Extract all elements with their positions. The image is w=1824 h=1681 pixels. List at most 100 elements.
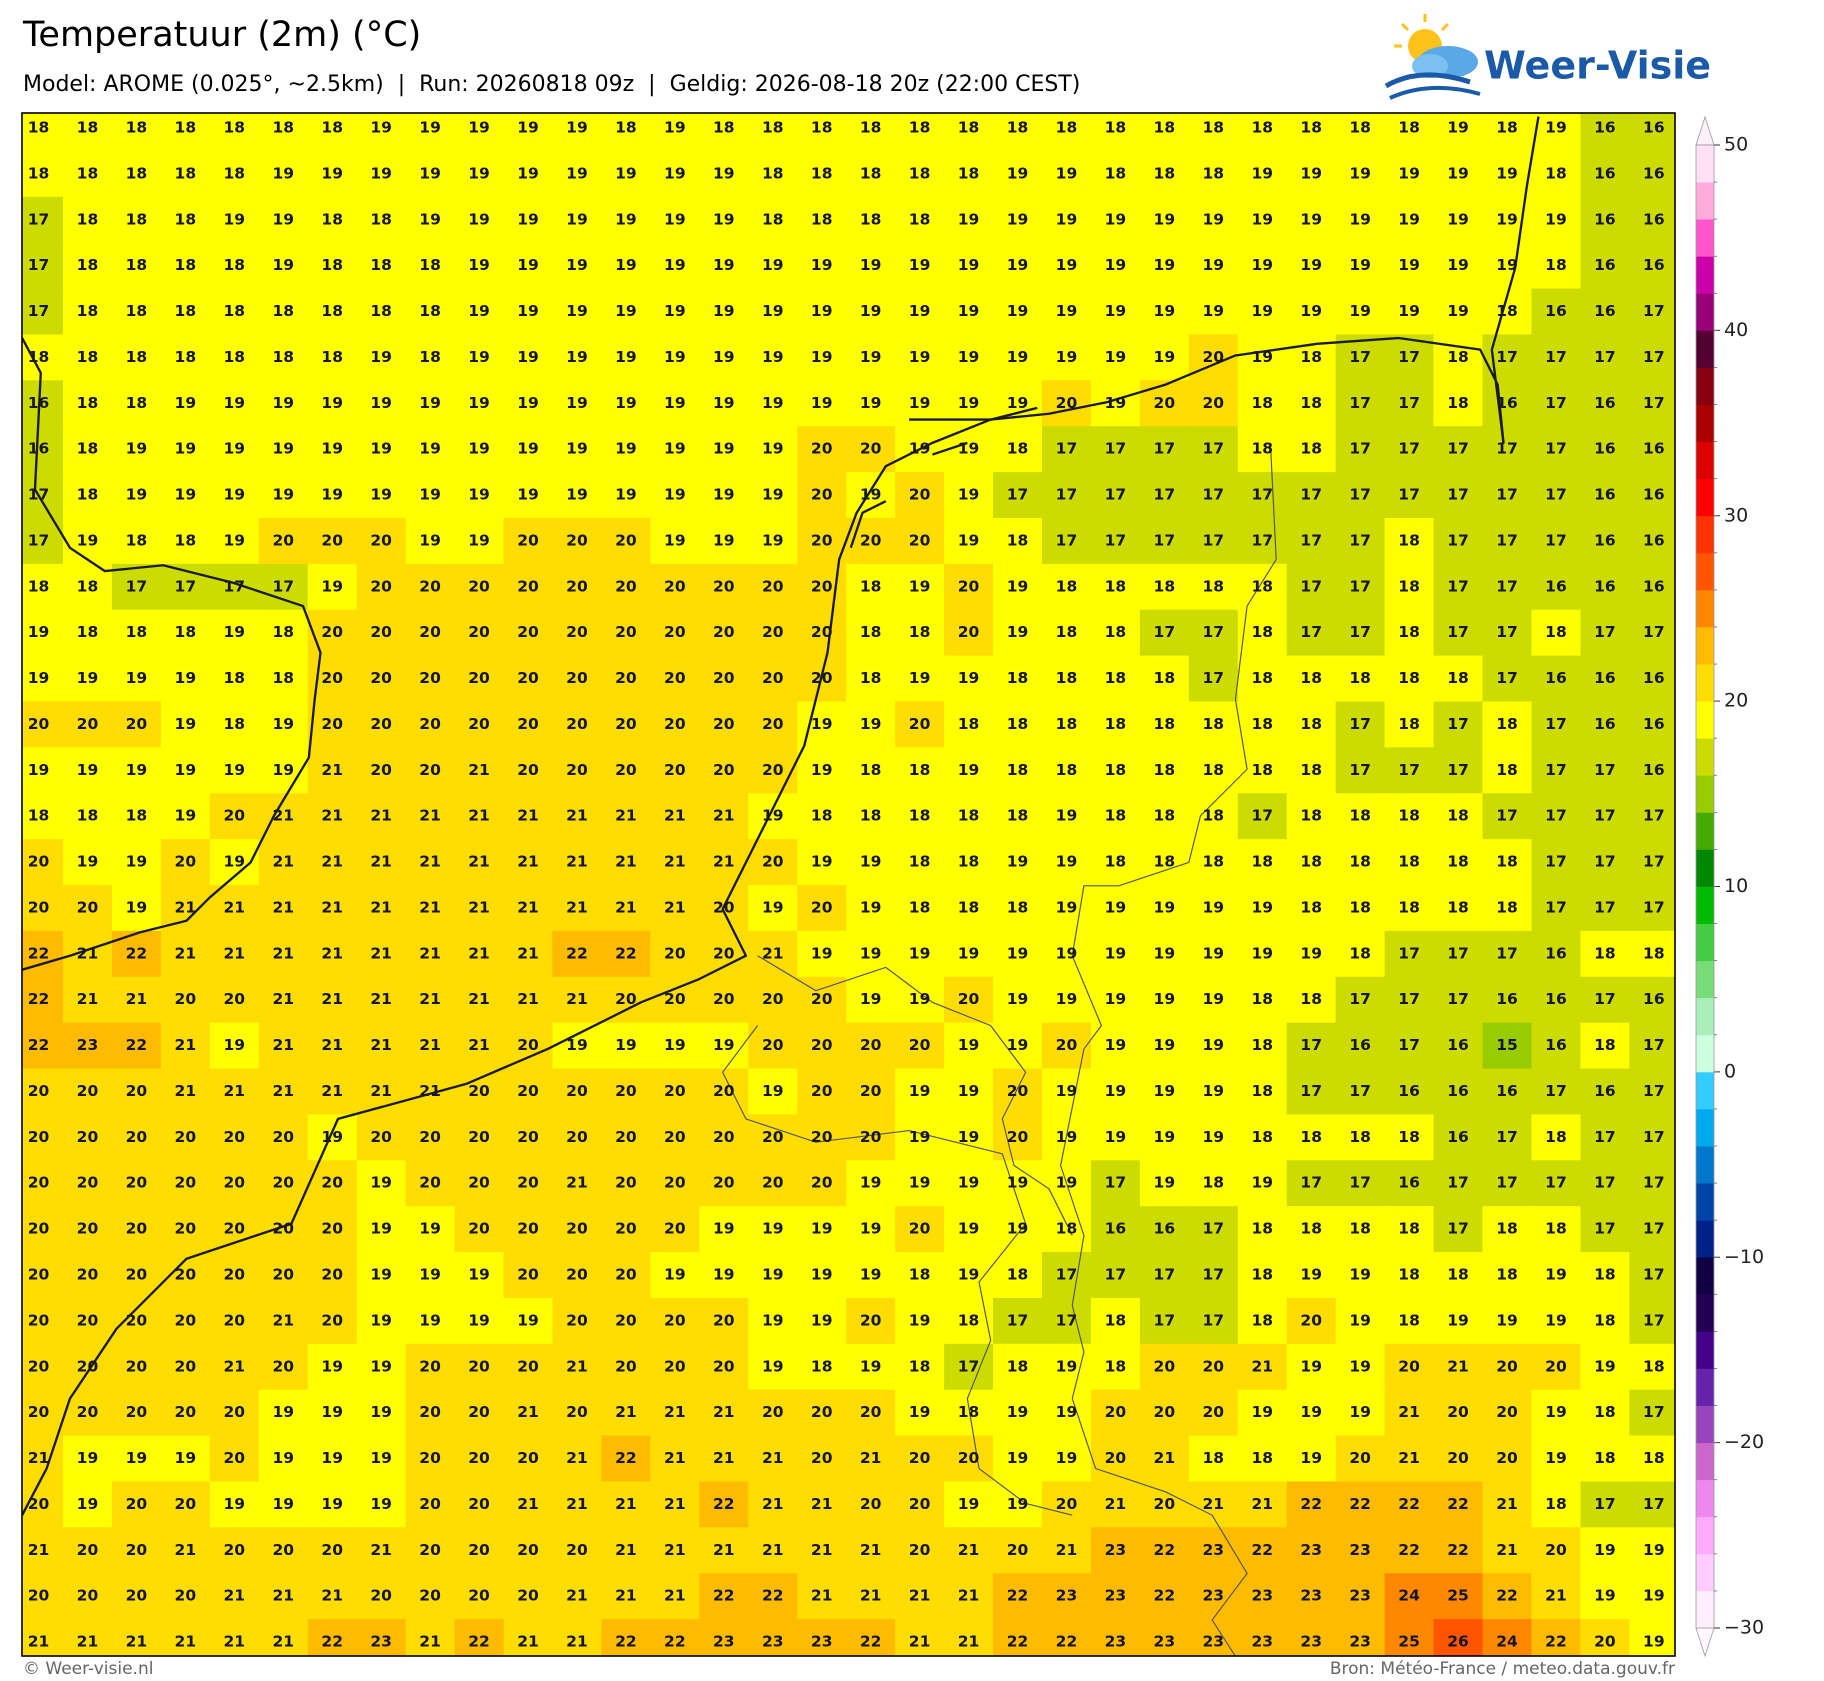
temperature-label: 21: [958, 1541, 980, 1559]
temperature-cell: [209, 1389, 260, 1437]
temperature-label: 19: [1056, 1357, 1078, 1375]
temperature-cell: [111, 976, 162, 1024]
temperature-cell: [1531, 701, 1582, 748]
temperature-cell: [1188, 976, 1239, 1024]
temperature-cell: [356, 609, 407, 657]
temperature-cell: [503, 288, 554, 336]
temperature-cell: [1531, 1619, 1582, 1656]
temperature-label: 17: [1349, 623, 1371, 641]
temperature-label: 20: [28, 1220, 50, 1238]
temperature-cell: [1286, 609, 1337, 657]
temperature-cell: [111, 609, 162, 657]
temperature-cell: [1090, 1435, 1141, 1483]
temperature-label: 19: [370, 1311, 392, 1329]
temperature-cell: [258, 426, 309, 473]
temperature-cell: [1041, 1206, 1092, 1253]
temperature-label: 20: [1203, 394, 1225, 412]
temperature-label: 16: [1594, 394, 1616, 412]
temperature-cell: [895, 701, 945, 748]
temperature-label: 18: [958, 715, 980, 733]
temperature-cell: [1237, 563, 1288, 611]
temperature-label: 23: [1105, 1633, 1127, 1651]
temperature-cell: [699, 242, 749, 290]
temperature-label: 19: [860, 348, 882, 366]
temperature-cell: [601, 1114, 651, 1161]
temperature-label: 19: [1545, 119, 1567, 137]
temperature-cell: [503, 976, 554, 1024]
temperature-label: 20: [762, 577, 784, 595]
temperature-cell: [1188, 1389, 1239, 1437]
temperature-cell: [650, 288, 700, 336]
temperature-cell: [1482, 1297, 1533, 1345]
temperature-cell: [1188, 426, 1239, 473]
temperature-label: 19: [321, 1449, 343, 1467]
temperature-label: 19: [126, 853, 148, 871]
temperature-label: 19: [713, 210, 735, 228]
temperature-label: 20: [224, 1174, 246, 1192]
temperature-label: 21: [77, 1633, 99, 1651]
temperature-label: 19: [224, 1495, 246, 1513]
temperature-label: 19: [321, 486, 343, 504]
temperature-cell: [1286, 885, 1337, 932]
temperature-label: 19: [958, 256, 980, 274]
temperature-cell: [1629, 976, 1675, 1024]
temperature-cell: [699, 1619, 749, 1656]
temperature-cell: [1629, 1481, 1675, 1528]
temperature-label: 21: [175, 1633, 197, 1651]
temperature-label: 18: [175, 348, 197, 366]
temperature-label: 17: [1349, 715, 1371, 733]
temperature-cell: [160, 113, 211, 152]
temperature-label: 18: [175, 531, 197, 549]
temperature-cell: [552, 150, 603, 198]
temperature-cell: [1482, 839, 1533, 886]
temperature-cell: [1139, 1435, 1190, 1483]
temperature-cell: [944, 793, 994, 840]
temperature-label: 22: [28, 944, 50, 962]
temperature-label: 19: [1398, 164, 1420, 182]
temperature-label: 19: [1545, 1449, 1567, 1467]
temperature-label: 19: [909, 669, 931, 687]
temperature-cell: [307, 609, 358, 657]
temperature-cell: [993, 839, 1043, 886]
temperature-cell: [503, 1573, 554, 1620]
temperature-label: 17: [1105, 1174, 1127, 1192]
temperature-label: 17: [1154, 440, 1176, 458]
temperature-cell: [1433, 930, 1484, 978]
temperature-label: 19: [272, 256, 294, 274]
temperature-cell: [1531, 380, 1582, 427]
temperature-label: 19: [762, 898, 784, 916]
temperature-cell: [797, 747, 847, 794]
temperature-cell: [1286, 113, 1337, 152]
temperature-cell: [356, 1022, 407, 1070]
temperature-cell: [356, 150, 407, 198]
temperature-label: 20: [517, 531, 539, 549]
temperature-cell: [356, 1573, 407, 1620]
temperature-cell: [944, 1206, 994, 1253]
temperature-cell: [1188, 150, 1239, 198]
temperature-label: 20: [1300, 1311, 1322, 1329]
temperature-label: 19: [664, 394, 686, 412]
temperature-cell: [1188, 1527, 1239, 1574]
temperature-cell: [1237, 1343, 1288, 1391]
temperature-cell: [1139, 563, 1190, 611]
temperature-label: 18: [1007, 761, 1029, 779]
temperature-cell: [748, 1527, 798, 1574]
temperature-cell: [1433, 113, 1484, 152]
temperature-label: 18: [1007, 531, 1029, 549]
temperature-label: 17: [1643, 898, 1665, 916]
temperature-cell: [1433, 380, 1484, 427]
temperature-cell: [62, 380, 113, 427]
temperature-label: 22: [321, 1633, 343, 1651]
temperature-cell: [552, 701, 603, 748]
temperature-cell: [22, 930, 64, 978]
temperature-cell: [944, 1619, 994, 1656]
temperature-cell: [895, 472, 945, 519]
temperature-label: 18: [1300, 761, 1322, 779]
temperature-label: 19: [1154, 256, 1176, 274]
temperature-label: 21: [1398, 1403, 1420, 1421]
temperature-cell: [503, 113, 554, 152]
temperature-label: 18: [1154, 119, 1176, 137]
temperature-cell: [601, 885, 651, 932]
temperature-label: 18: [1251, 1036, 1273, 1054]
temperature-label: 19: [1496, 210, 1518, 228]
